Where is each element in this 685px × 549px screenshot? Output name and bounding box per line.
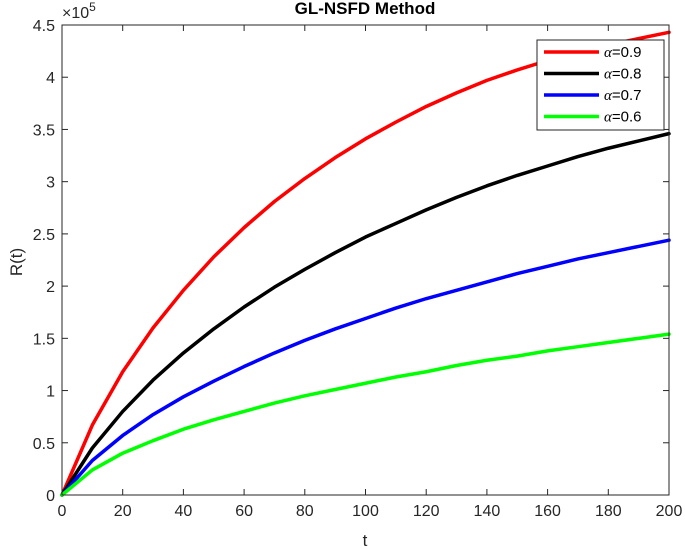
- series-line-3: [60, 332, 671, 497]
- x-tick-label: 120: [413, 503, 440, 520]
- legend-label-3: α=0.6: [604, 109, 642, 126]
- y-tick-label: 3: [46, 175, 55, 192]
- x-tick-label: 100: [352, 503, 379, 520]
- legend: α=0.9 α=0.8 α=0.7 α=0.6: [536, 39, 665, 131]
- legend-label-0: α=0.9: [604, 44, 642, 61]
- y-tick-label: 0.5: [33, 436, 55, 453]
- x-tick-label: 140: [474, 503, 501, 520]
- x-tick-label: 60: [235, 503, 253, 520]
- x-tick-label: 40: [175, 503, 193, 520]
- x-tick-label: 180: [595, 503, 622, 520]
- legend-label-1: α=0.8: [604, 66, 642, 83]
- y-tick-label: 4: [46, 70, 55, 87]
- y-tick-labels: 0 0.5 1 1.5 2 2.5 3 3.5 4 4.5: [33, 18, 669, 505]
- y-axis-title: R(t): [7, 248, 26, 276]
- series-line-1: [60, 131, 671, 497]
- y-tick-label: 0: [46, 488, 55, 505]
- y-tick-label: 4.5: [33, 18, 55, 35]
- series-line-2: [60, 238, 671, 497]
- x-axis-title: t: [363, 531, 368, 549]
- y-axis-exponent: ×105: [62, 0, 96, 22]
- x-tick-label: 80: [296, 503, 314, 520]
- legend-label-2: α=0.7: [604, 87, 642, 104]
- x-tick-label: 160: [534, 503, 561, 520]
- y-tick-label: 2: [46, 279, 55, 296]
- x-tick-label: 0: [58, 503, 67, 520]
- y-tick-label: 2.5: [33, 227, 55, 244]
- y-tick-label: 1: [46, 384, 55, 401]
- x-tick-labels: 0 20 40 60 80 100 120 140 160 180 200: [58, 25, 683, 520]
- x-tick-label: 200: [656, 503, 683, 520]
- chart-title: GL-NSFD Method: [295, 0, 436, 18]
- y-tick-label: 3.5: [33, 122, 55, 139]
- y-tick-label: 1.5: [33, 331, 55, 348]
- x-tick-label: 20: [114, 503, 132, 520]
